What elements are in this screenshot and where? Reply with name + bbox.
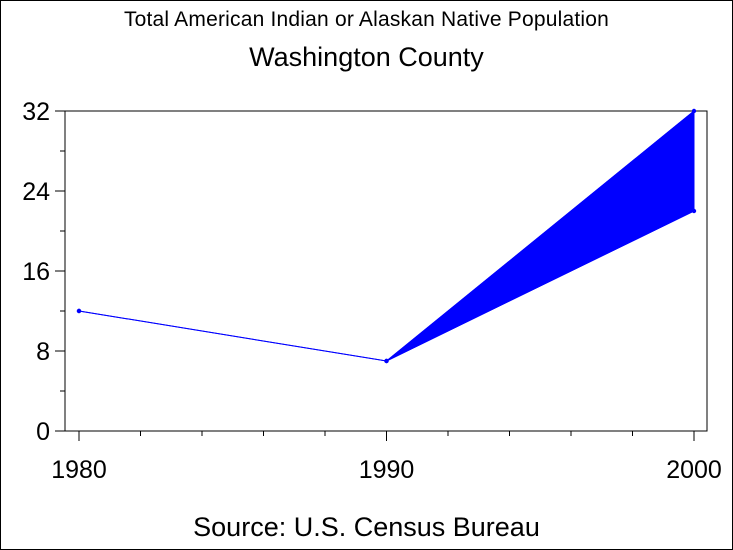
chart-subtitle: Washington County — [249, 42, 484, 72]
y-tick-label: 16 — [22, 258, 50, 286]
data-point — [384, 358, 389, 364]
y-tick-label: 8 — [36, 338, 50, 366]
data-point — [76, 308, 82, 314]
y-tick-label: 24 — [22, 178, 50, 206]
chart-source-note: Source: U.S. Census Bureau — [193, 512, 540, 542]
x-tick-label: 2000 — [666, 456, 722, 484]
chart-title: Total American Indian or Alaskan Native … — [123, 8, 610, 31]
x-tick-label: 1980 — [51, 456, 107, 484]
x-tick-label: 1990 — [359, 456, 415, 484]
plot-frame — [64, 110, 708, 432]
y-tick-label: 32 — [22, 98, 50, 126]
y-tick-label: 0 — [36, 418, 50, 446]
data-point — [691, 108, 697, 114]
data-point — [691, 208, 697, 214]
